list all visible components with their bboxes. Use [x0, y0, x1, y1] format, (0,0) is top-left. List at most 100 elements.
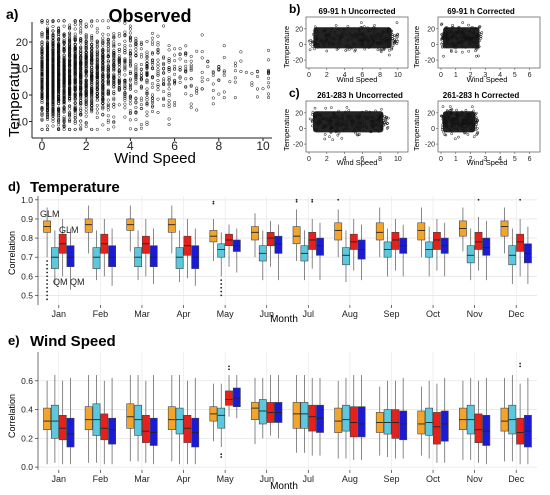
scatter-point — [68, 85, 72, 89]
scatter-point — [139, 55, 143, 59]
panel-d-letter: d) — [8, 179, 20, 194]
scatter-point — [79, 123, 83, 127]
scatter-point — [167, 48, 171, 52]
scatter-point — [90, 74, 94, 78]
scatter-point — [156, 73, 160, 78]
scatter-point — [145, 78, 149, 82]
scatter-point — [145, 52, 149, 56]
scatter-point — [101, 32, 105, 36]
scatter-point — [45, 90, 50, 94]
panel-b-left-point — [353, 49, 357, 53]
panel-b-right-title: 69-91 h Corrected — [447, 7, 515, 16]
scatter-point — [45, 73, 50, 77]
panel-d-box — [417, 222, 426, 241]
scatter-point — [139, 96, 143, 100]
scatter-point — [156, 70, 160, 74]
scatter-point — [184, 77, 188, 81]
panel-d-annotation-qm-blue: QM — [70, 277, 85, 287]
scatter-point — [200, 50, 204, 54]
scatter-point — [145, 39, 149, 44]
scatter-point — [167, 117, 171, 121]
scatter-point — [167, 122, 171, 127]
panel-e-xtick-aug: Aug — [342, 474, 358, 484]
panel-d-box — [474, 232, 483, 250]
scatter-point — [184, 64, 188, 68]
scatter-point — [95, 83, 99, 87]
panel-e-xtick-jun: Jun — [259, 474, 274, 484]
scatter-point — [90, 93, 94, 97]
scatter-point — [189, 63, 193, 67]
scatter-point — [101, 107, 105, 111]
scatter-point — [45, 52, 50, 57]
scatter-point — [117, 73, 121, 77]
panel-d-outlier — [46, 271, 48, 274]
scatter-point — [84, 57, 88, 61]
scatter-point — [62, 98, 66, 102]
panel-a-xticks: 0 2 4 6 8 10 — [39, 138, 270, 153]
scatter-point — [79, 101, 83, 106]
panel-e-outlier — [220, 456, 223, 458]
scatter-point — [173, 67, 177, 71]
panel-c-left-frame — [305, 100, 409, 153]
scatter-point — [73, 62, 77, 66]
panel-d-title: Temperature — [30, 179, 120, 196]
scatter-point — [112, 40, 116, 44]
scatter-point — [73, 111, 77, 115]
scatter-point — [145, 73, 149, 77]
panel-e-box — [399, 410, 408, 441]
panel-c-left-point — [328, 135, 331, 139]
scatter-point — [128, 70, 132, 74]
scatter-point — [95, 87, 99, 91]
scatter-point — [45, 31, 50, 35]
scatter-point — [95, 61, 99, 65]
panel-c-left-xtick-label: 8 — [378, 156, 382, 163]
scatter-point — [101, 73, 105, 77]
scatter-point — [62, 53, 66, 57]
panel-e-outlier — [220, 453, 223, 456]
scatter-point — [255, 87, 260, 91]
panel-e-xtick-dec: Dec — [508, 474, 525, 484]
scatter-point — [95, 71, 99, 75]
panel-b-right-point — [450, 50, 453, 53]
panel-c-left-point — [386, 125, 390, 129]
scatter-point — [62, 37, 66, 41]
scatter-point — [233, 64, 237, 68]
scatter-point — [106, 83, 110, 87]
scatter-point — [162, 90, 166, 94]
scatter-point — [134, 97, 138, 101]
scatter-point — [167, 66, 171, 70]
panel-e-ylabel: Correlation — [7, 394, 17, 438]
scatter-point — [79, 72, 83, 76]
panel-d-xtick-jan: Jan — [52, 309, 67, 319]
panel-e-box — [43, 407, 51, 431]
scatter-point — [73, 69, 77, 73]
scatter-point — [206, 60, 210, 64]
scatter-point — [233, 61, 237, 65]
scatter-point — [45, 108, 50, 113]
scatter-point — [40, 33, 44, 37]
scatter-point — [173, 100, 177, 105]
panel-c-left-ytick-label: 20 — [295, 110, 303, 117]
panel-c-left-point — [323, 137, 327, 141]
panel-d-box — [516, 233, 524, 252]
scatter-point — [90, 90, 94, 94]
scatter-point — [62, 49, 66, 53]
panel-e-box — [300, 402, 309, 429]
scatter-point — [123, 96, 127, 100]
scatter-point — [123, 106, 127, 110]
scatter-point — [40, 68, 44, 72]
scatter-point — [90, 20, 94, 24]
scatter-point — [62, 72, 66, 76]
panel-d-box — [108, 245, 116, 267]
scatter-point — [79, 92, 83, 96]
scatter-point — [40, 118, 44, 122]
scatter-point — [68, 91, 72, 95]
scatter-point — [62, 75, 66, 79]
scatter-point — [51, 109, 55, 113]
scatter-point — [189, 59, 193, 63]
scatter-point — [45, 65, 50, 69]
panel-b-right-ylabel: Temperature — [412, 26, 421, 68]
scatter-point — [95, 54, 99, 58]
panel-a-ytick-label: -10 — [12, 117, 28, 129]
scatter-point — [79, 95, 83, 99]
